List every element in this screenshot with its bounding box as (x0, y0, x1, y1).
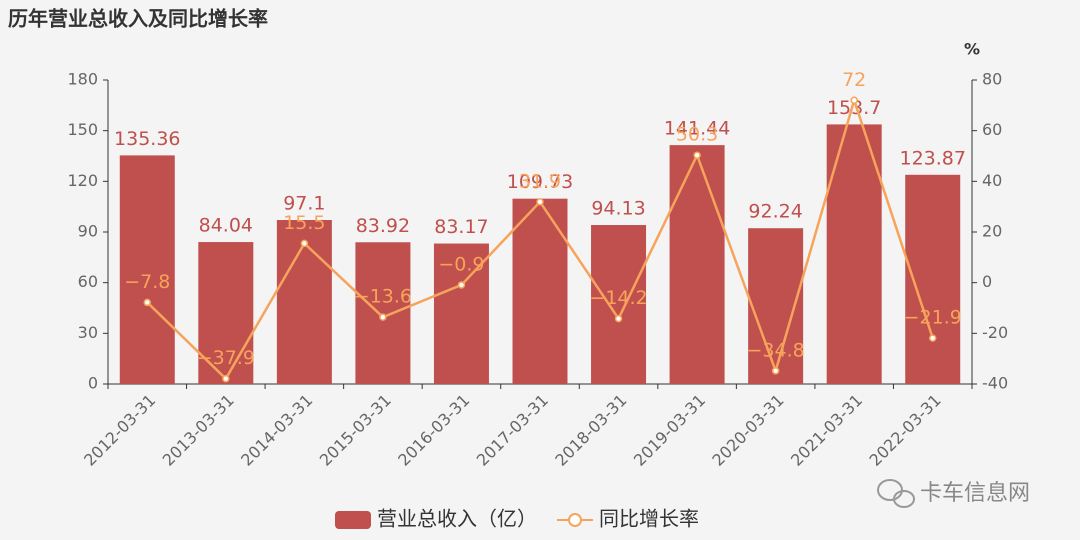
bar-value-label: 92.24 (748, 201, 802, 223)
line-point (457, 281, 466, 289)
bar-value-label: 141.44 (664, 118, 730, 140)
y2-tick-label: -40 (982, 374, 1008, 393)
x-tick-label: 2019-03-31 (630, 391, 709, 470)
bar-value-label: 94.13 (591, 198, 645, 220)
x-tick-label: 2016-03-31 (394, 391, 473, 470)
line-value-label: −13.6 (354, 286, 412, 308)
line-value-label: −34.8 (747, 339, 805, 361)
y2-tick-label: -20 (982, 323, 1008, 342)
line-point (928, 334, 937, 342)
legend-label: 同比增长率 (599, 507, 699, 531)
bar-value-label: 123.87 (899, 147, 965, 169)
line-point (850, 96, 858, 105)
bar-value-label: 135.36 (114, 128, 180, 150)
line-value-label: −14.2 (589, 287, 647, 309)
chart-title: 历年营业总收入及同比增长率 (8, 7, 268, 31)
bar (512, 198, 568, 384)
line-value-label: 72 (842, 69, 866, 91)
bar (355, 242, 411, 384)
x-tick-label: 2014-03-31 (237, 391, 316, 470)
line-point (614, 314, 623, 323)
line-value-label: −21.9 (904, 307, 962, 329)
bar (276, 220, 332, 384)
line-value-label: −0.9 (438, 253, 484, 275)
y2-axis-label: % (964, 40, 980, 59)
x-tick-label: 2021-03-31 (787, 391, 866, 470)
line-value-label: −37.9 (197, 347, 255, 369)
line-point (300, 239, 309, 248)
bar-value-label: 83.17 (434, 216, 488, 238)
y-tick-label: 180 (67, 70, 98, 89)
line-point (222, 374, 230, 383)
bar-value-label: 109.73 (507, 171, 573, 193)
y2-tick-label: 60 (982, 120, 1002, 139)
line-point (536, 198, 544, 206)
y-tick-label: 30 (78, 323, 98, 342)
line-value-label: 50.3 (676, 124, 718, 146)
bar (669, 145, 725, 384)
x-tick-label: 2022-03-31 (866, 391, 945, 470)
bar-value-label: 83.92 (356, 215, 410, 237)
x-tick-label: 2020-03-31 (708, 391, 787, 470)
y-tick-label: 0 (88, 374, 98, 393)
bar-value-label: 153.7 (827, 97, 881, 119)
x-tick-label: 2012-03-31 (80, 391, 159, 470)
bar-value-label: 97.1 (283, 193, 325, 215)
y-tick-label: 120 (67, 171, 98, 190)
line-point (379, 313, 387, 321)
legend-label: 营业总收入（亿） (377, 507, 537, 531)
y-tick-label: 90 (78, 222, 98, 241)
y2-tick-label: 40 (982, 171, 1002, 190)
legend-swatch (568, 513, 582, 527)
y-tick-label: 60 (78, 272, 98, 291)
legend-swatch (335, 511, 371, 529)
bar (591, 225, 647, 384)
bar-value-label: 84.04 (199, 215, 253, 237)
line-point (693, 151, 701, 159)
y2-tick-label: 80 (982, 70, 1002, 89)
x-tick-label: 2017-03-31 (473, 391, 552, 470)
watermark-icon (877, 479, 915, 508)
y-tick-label: 150 (67, 120, 98, 139)
line-value-label: −7.8 (124, 271, 170, 293)
y2-tick-label: 20 (982, 222, 1002, 241)
watermark: 卡车信息网 (920, 481, 1030, 506)
bar (119, 155, 175, 384)
line-point (143, 298, 152, 307)
x-tick-label: 2015-03-31 (316, 391, 395, 470)
line-value-label: 31.9 (519, 170, 561, 192)
x-tick-label: 2013-03-31 (159, 391, 238, 470)
x-tick-label: 2018-03-31 (551, 391, 630, 470)
line-point (771, 367, 780, 375)
y2-tick-label: 0 (982, 272, 992, 291)
line-value-label: 15.5 (283, 212, 325, 234)
